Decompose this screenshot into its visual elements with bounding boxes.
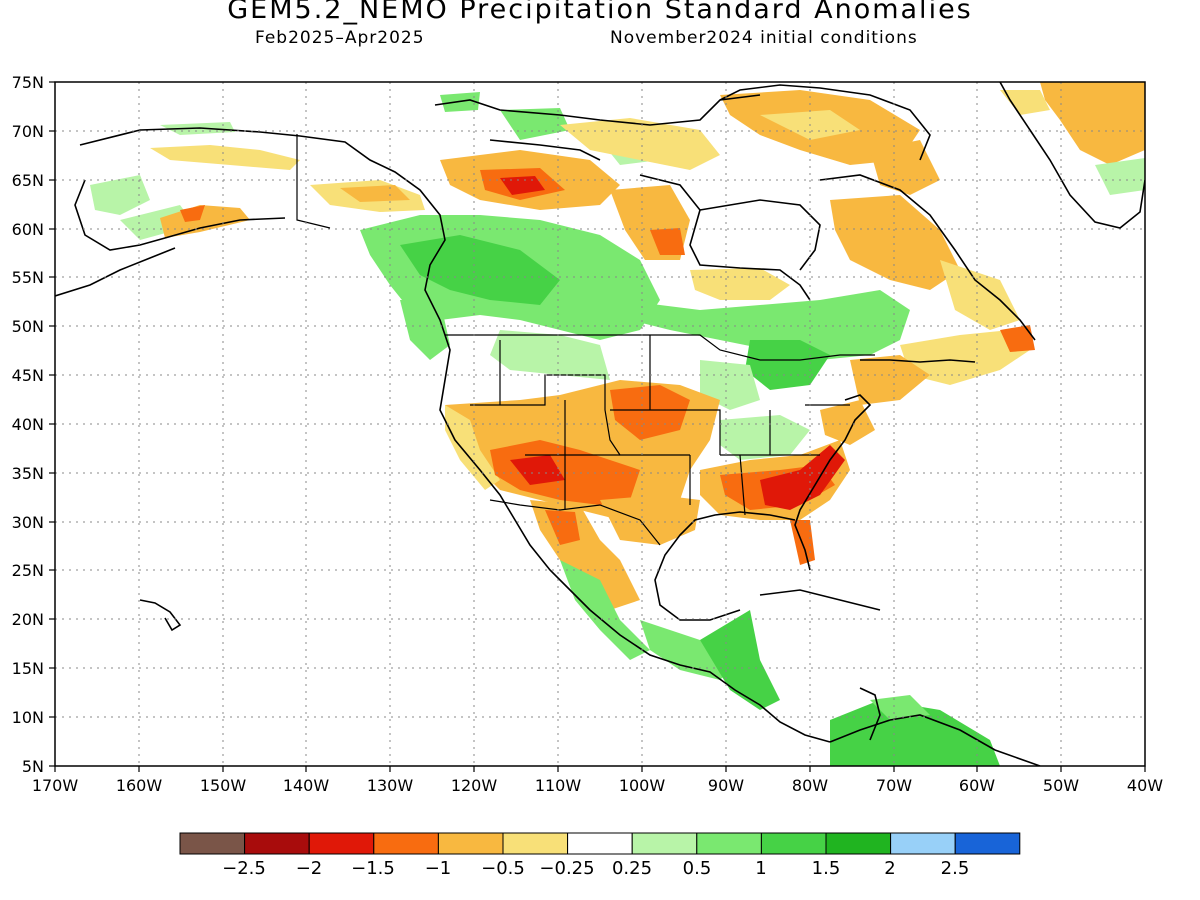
dry-alaska-central (150, 145, 300, 170)
lon-label: 120W (451, 776, 498, 795)
dry-greenland (1040, 82, 1145, 165)
legend-label: −0.25 (539, 858, 594, 879)
legend-swatch (890, 832, 956, 855)
wet-great-lakes (700, 360, 760, 410)
dry-hudson-west-core (650, 228, 685, 255)
lat-label: 70N (12, 122, 44, 141)
lat-label: 5N (22, 757, 44, 776)
legend-swatch (631, 832, 698, 855)
wet-ontario (745, 340, 830, 390)
political-boundaries (296, 134, 875, 546)
legend-swatch (760, 832, 827, 855)
wet-central-canada (620, 290, 910, 360)
lat-label: 45N (12, 366, 44, 385)
lon-label: 60W (959, 776, 995, 795)
dry-plains-orange (610, 385, 690, 440)
legend-swatch (179, 832, 246, 855)
anomaly-field (55, 82, 1145, 766)
wet-alaska-west (90, 175, 150, 215)
lon-label: 150W (200, 776, 247, 795)
legend-label: 0.25 (612, 858, 652, 879)
legend-swatch (244, 832, 310, 855)
wet-south-america (830, 700, 1000, 766)
lat-label: 25N (12, 561, 44, 580)
legend-label: −2 (296, 858, 323, 879)
dry-maritimes (900, 330, 1030, 385)
lat-label: 30N (12, 513, 44, 532)
legend-label: 2.5 (941, 858, 970, 879)
legend-swatch (825, 832, 892, 855)
legend-swatch (308, 832, 375, 855)
lat-label: 75N (12, 73, 44, 92)
dry-northeast (850, 355, 930, 405)
legend-swatch (437, 832, 504, 855)
dry-quebec-north (830, 195, 960, 290)
grid-lines (55, 82, 1145, 766)
lon-label: 90W (708, 776, 744, 795)
longitude-labels: 170W 160W 150W 140W 130W 120W 110W 100W … (32, 776, 1163, 795)
lon-label: 140W (283, 776, 330, 795)
legend-label: −1 (425, 858, 452, 879)
lat-label: 60N (12, 220, 44, 239)
lat-label: 50N (12, 317, 44, 336)
lon-label: 40W (1127, 776, 1163, 795)
dry-yukon-inner (340, 185, 410, 202)
lat-label: 15N (12, 659, 44, 678)
wet-prairies (490, 330, 610, 380)
coastlines (55, 82, 1145, 766)
initial-conditions: November2024 initial conditions (610, 28, 918, 48)
wet-south-america-light (870, 695, 930, 720)
lat-label: 10N (12, 708, 44, 727)
wet-central-america (700, 610, 780, 710)
wet-western-canada-core (400, 235, 560, 305)
dry-alaska-south-red (180, 205, 205, 222)
tick-marks (49, 81, 1146, 772)
dry-greenland-light (1000, 90, 1050, 115)
dry-southwest-red (510, 455, 565, 485)
legend-swatch (567, 832, 633, 855)
lon-label: 160W (116, 776, 163, 795)
lon-label: 130W (367, 776, 414, 795)
legend-label: −1.5 (351, 858, 395, 879)
wet-ohio-valley (720, 415, 810, 460)
lat-label: 20N (12, 610, 44, 629)
lon-label: 170W (32, 776, 79, 795)
lon-label: 80W (792, 776, 828, 795)
dry-newfoundland (1000, 325, 1035, 352)
forecast-period: Feb2025–Apr2025 (255, 28, 425, 48)
lat-label: 55N (12, 268, 44, 287)
legend-label: 2 (884, 858, 895, 879)
latitude-labels: 75N 70N 65N 60N 55N 50N 45N 40N 35N 30N … (12, 73, 44, 776)
lon-label: 70W (876, 776, 912, 795)
dry-nwt-red (500, 176, 545, 195)
dry-james-bay (690, 268, 790, 300)
map-title: GEM5.2_NEMO Precipitation Standard Anoma… (227, 0, 973, 25)
legend-swatch (696, 832, 762, 855)
dry-mexico-orange (545, 510, 580, 545)
lon-label: 50W (1043, 776, 1079, 795)
lat-label: 40N (12, 415, 44, 434)
legend-label: −2.5 (222, 858, 266, 879)
lat-label: 65N (12, 171, 44, 190)
legend-colorbar (179, 832, 1021, 855)
legend-label: −0.5 (481, 858, 525, 879)
legend-label: 1.5 (812, 858, 841, 879)
lat-label: 35N (12, 464, 44, 483)
dry-mid-atlantic (820, 400, 875, 445)
legend-labels: −2.5 −2 −1.5 −1 −0.5 −0.25 0.25 0.5 1 1.… (222, 858, 969, 879)
wet-mexico-west (560, 560, 650, 660)
legend-label: 0.5 (683, 858, 712, 879)
wet-arctic-2 (500, 108, 570, 140)
legend-swatch (954, 832, 1021, 855)
dry-texas (600, 495, 700, 545)
lon-label: 100W (619, 776, 666, 795)
dry-california (445, 405, 500, 490)
wet-greenland-east (1095, 158, 1145, 195)
legend-label: 1 (755, 858, 766, 879)
dry-carolinas-red (760, 445, 845, 510)
legend-swatch (502, 832, 569, 855)
legend-swatch (373, 832, 439, 855)
lon-label: 110W (535, 776, 582, 795)
